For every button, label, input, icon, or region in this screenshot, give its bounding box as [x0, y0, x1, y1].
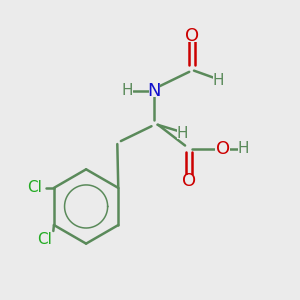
Text: Cl: Cl: [38, 232, 52, 247]
FancyBboxPatch shape: [184, 29, 199, 42]
FancyBboxPatch shape: [37, 234, 53, 246]
FancyBboxPatch shape: [215, 142, 230, 155]
Text: H: H: [213, 73, 224, 88]
FancyBboxPatch shape: [122, 85, 134, 96]
Text: O: O: [182, 172, 196, 190]
Text: H: H: [177, 126, 188, 141]
Text: N: N: [148, 82, 161, 100]
FancyBboxPatch shape: [177, 128, 188, 139]
FancyBboxPatch shape: [238, 143, 249, 154]
FancyBboxPatch shape: [213, 74, 224, 86]
Text: H: H: [238, 141, 249, 156]
Text: O: O: [184, 27, 199, 45]
Text: H: H: [122, 83, 134, 98]
FancyBboxPatch shape: [181, 175, 196, 188]
FancyBboxPatch shape: [149, 84, 160, 97]
Text: O: O: [216, 140, 230, 158]
Text: Cl: Cl: [27, 180, 42, 195]
FancyBboxPatch shape: [27, 182, 42, 194]
